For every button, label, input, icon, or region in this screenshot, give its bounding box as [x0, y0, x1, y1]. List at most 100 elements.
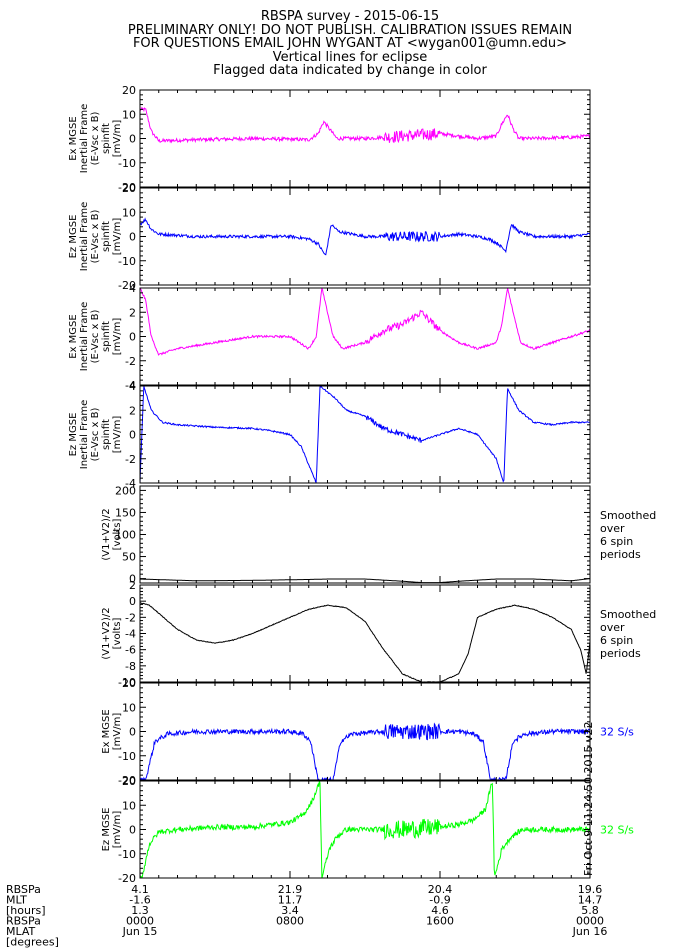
footer-value: -1.6: [129, 894, 150, 907]
y-tick-label: -4: [125, 477, 136, 490]
footer-value: Jun 15: [122, 925, 158, 938]
panel-frame: [139, 485, 591, 584]
side-label: 32 S/s: [600, 824, 634, 837]
y-axis-label: [mV/m]: [112, 120, 123, 158]
y-axis-label: Ex MGSE: [68, 116, 79, 160]
side-label: Smoothed: [600, 608, 656, 621]
y-tick-label: 2: [129, 306, 136, 319]
series-line: [140, 781, 590, 878]
y-tick-label: -4: [125, 379, 136, 392]
y-axis-label: [volts]: [112, 519, 123, 551]
y-tick-label: -20: [118, 279, 136, 292]
y-tick-label: 150: [115, 506, 136, 519]
y-tick-label: -4: [125, 628, 136, 641]
footer-value: 4.6: [431, 904, 449, 917]
footer-value: 1600: [426, 915, 454, 928]
side-label: 32 S/s: [600, 726, 634, 739]
side-label: over: [600, 621, 625, 634]
y-tick-label: 10: [122, 206, 136, 219]
y-tick-label: -10: [118, 750, 136, 763]
side-label: 6 spin: [600, 535, 633, 548]
footer-label: RBSPa: [6, 915, 41, 928]
footer-value: 0800: [276, 915, 304, 928]
title-line: FOR QUESTIONS EMAIL JOHN WYGANT AT <wyga…: [132, 36, 568, 51]
y-axis-label: (V1+V2)/2: [101, 607, 112, 659]
y-tick-label: 200: [115, 484, 136, 497]
side-label: periods: [600, 548, 641, 561]
y-tick-label: 20: [122, 677, 136, 690]
y-tick-label: -10: [118, 157, 136, 170]
y-axis-label: Ez MGSE: [101, 808, 112, 852]
y-axis-label: [mV/m]: [112, 713, 123, 751]
series-line: [140, 722, 590, 780]
y-axis-label: Ez MGSE: [68, 413, 79, 457]
y-tick-label: 20: [122, 775, 136, 788]
panel-frame: [139, 584, 591, 683]
timestamp-stamp: Fri Oct 9 11:24:50 2015 v22: [582, 721, 595, 876]
y-axis-label: [volts]: [112, 618, 123, 650]
title-line: Vertical lines for eclipse: [272, 49, 428, 65]
y-tick-label: -20: [118, 872, 136, 885]
side-label: 6 spin: [600, 634, 633, 647]
y-tick-label: 0: [129, 824, 136, 837]
y-axis-label: (E-Vsc x B): [90, 309, 101, 363]
panel-frame: [139, 385, 591, 484]
footer-value: 19.6: [578, 883, 603, 896]
title-line: PRELIMINARY ONLY! DO NOT PUBLISH. CALIBR…: [127, 22, 573, 38]
title-block: RBSPA survey - 2015-06-15 PRELIMINARY ON…: [0, 10, 700, 78]
y-axis-label: spinfit: [101, 419, 112, 450]
y-axis-label: [mV/m]: [112, 811, 123, 849]
panel-frame: [139, 287, 591, 386]
y-axis-label: (V1+V2)/2: [101, 508, 112, 560]
y-tick-label: -10: [118, 255, 136, 268]
y-tick-label: -2: [125, 355, 136, 368]
y-axis-label: Inertial Frame: [79, 202, 90, 272]
series-line: [140, 386, 590, 483]
y-axis-label: Ex MGSE: [101, 709, 112, 753]
y-tick-label: 2: [129, 404, 136, 417]
y-tick-label: 50: [122, 551, 136, 564]
y-axis-label: Inertial Frame: [79, 104, 90, 174]
y-tick-label: -8: [125, 660, 136, 673]
y-axis-label: [mV/m]: [112, 416, 123, 454]
footer-label: MLAT: [6, 925, 36, 938]
footer-value: 0000: [576, 915, 604, 928]
y-tick-label: 0: [129, 573, 136, 586]
title-line: Flagged data indicated by change in colo…: [213, 63, 487, 78]
y-axis-label: Ez MGSE: [68, 215, 79, 259]
footer-value: 21.9: [278, 883, 303, 896]
y-tick-label: 0: [129, 331, 136, 344]
footer-label: [hours]: [6, 904, 46, 917]
side-label: Smoothed: [600, 509, 656, 522]
y-tick-label: 4: [129, 282, 136, 295]
y-tick-label: -2: [125, 611, 136, 624]
y-tick-label: -20: [118, 774, 136, 787]
y-axis-label: (E-Vsc x B): [90, 407, 101, 461]
footer-value: 1.3: [131, 904, 149, 917]
y-axis-label: Ex MGSE: [68, 314, 79, 358]
y-axis-label: spinfit: [101, 321, 112, 352]
y-tick-label: -20: [118, 181, 136, 194]
footer-label: RBSPa: [6, 883, 41, 896]
y-tick-label: 4: [129, 380, 136, 393]
footer-value: 5.8: [581, 904, 599, 917]
series-line: [140, 217, 590, 256]
y-tick-label: 20: [122, 182, 136, 195]
footer-value: 4.1: [131, 883, 149, 896]
y-axis-label: spinfit: [101, 123, 112, 154]
side-label: over: [600, 522, 625, 535]
y-tick-label: 0: [129, 231, 136, 244]
footer-label: MLT: [6, 894, 27, 907]
y-tick-label: 10: [122, 701, 136, 714]
footer-label: [degrees]: [6, 936, 59, 949]
series-line: [140, 602, 590, 682]
y-tick-label: 2: [129, 579, 136, 592]
footer-value: 11.7: [278, 894, 303, 907]
footer-value: 0000: [126, 915, 154, 928]
y-tick-label: -10: [118, 676, 136, 689]
footer-value: 20.4: [428, 883, 453, 896]
y-tick-label: -10: [118, 848, 136, 861]
series-line: [140, 106, 590, 144]
footer-value: -0.9: [429, 894, 450, 907]
